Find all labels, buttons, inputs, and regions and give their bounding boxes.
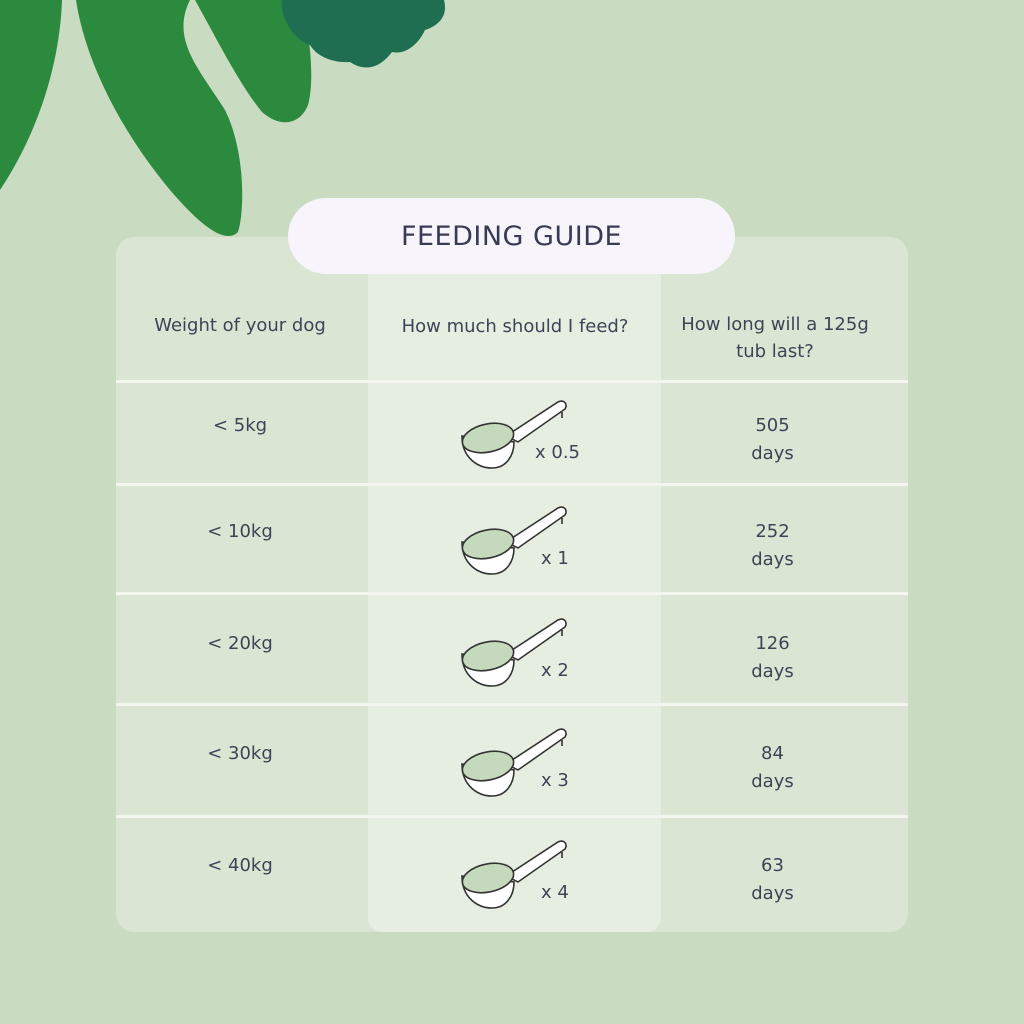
amount-cell: x 3 (541, 770, 569, 791)
scoop-icon (458, 396, 570, 476)
header-amount: How much should I feed? (401, 316, 629, 337)
duration-cell: 126 days (680, 630, 865, 686)
days-value: 126 (755, 633, 790, 654)
header-duration: How long will a 125g tub last? (681, 314, 869, 362)
row-divider (116, 592, 908, 595)
duration-cell: 252 days (680, 518, 865, 574)
amount-cell: x 1 (541, 548, 569, 569)
scoop-icon (458, 724, 570, 804)
amount-cell: x 4 (541, 882, 569, 903)
days-value: 252 (755, 521, 790, 542)
days-unit: days (751, 661, 794, 682)
duration-cell: 505 days (680, 412, 865, 468)
scoop-icon (458, 836, 570, 916)
header-weight: Weight of your dog (154, 315, 326, 336)
amount-cell: x 0.5 (535, 442, 580, 463)
duration-cell: 84 days (680, 740, 865, 796)
weight-cell: < 30kg (207, 743, 273, 764)
weight-cell: < 10kg (207, 521, 273, 542)
days-value: 84 (761, 743, 784, 764)
weight-cell: < 40kg (207, 855, 273, 876)
row-divider (116, 483, 908, 486)
weight-cell: < 5kg (212, 415, 268, 436)
scoop-icon (458, 614, 570, 694)
scoop-icon (458, 502, 570, 582)
days-unit: days (751, 443, 794, 464)
weight-cell: < 20kg (207, 633, 273, 654)
page-title: FEEDING GUIDE (288, 198, 735, 274)
days-unit: days (751, 883, 794, 904)
leaf-decoration-icon (0, 0, 446, 236)
row-divider (116, 703, 908, 706)
row-divider (116, 815, 908, 818)
days-unit: days (751, 771, 794, 792)
row-divider (116, 380, 908, 383)
days-unit: days (751, 549, 794, 570)
days-value: 505 (755, 415, 790, 436)
days-value: 63 (761, 855, 784, 876)
amount-cell: x 2 (541, 660, 569, 681)
duration-cell: 63 days (680, 852, 865, 908)
